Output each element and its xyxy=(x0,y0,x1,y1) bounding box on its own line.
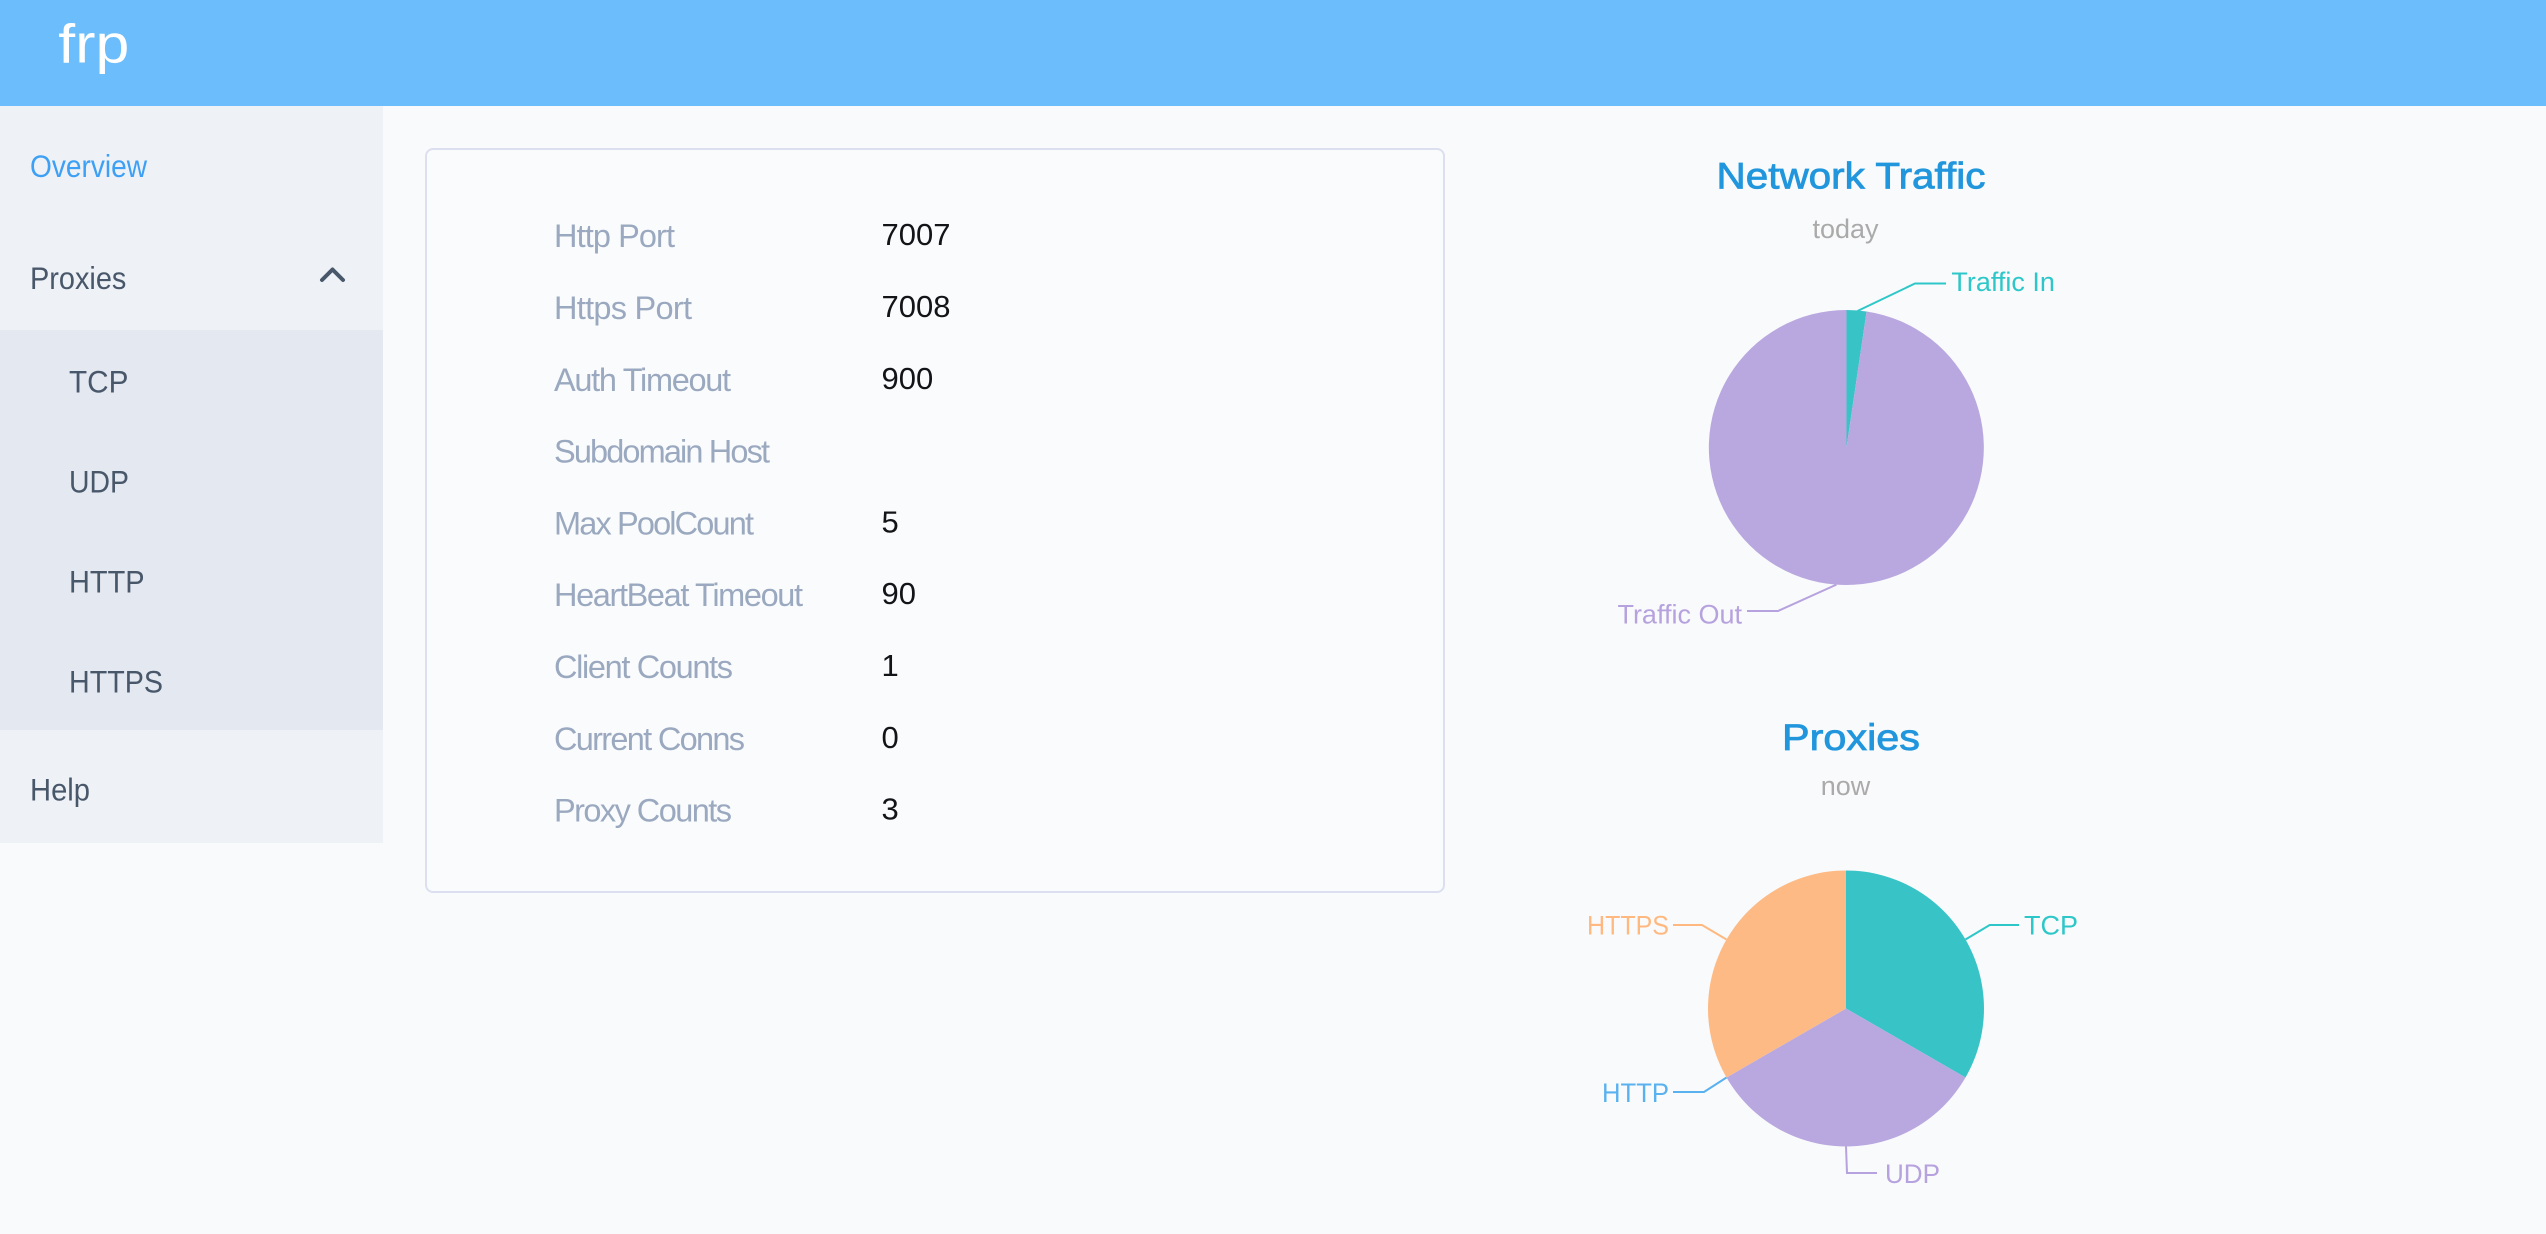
svg-text:TCP: TCP xyxy=(2024,911,2078,941)
svg-text:today: today xyxy=(1812,214,1879,244)
svg-text:Proxies: Proxies xyxy=(1782,716,1920,758)
svg-text:7008: 7008 xyxy=(882,289,951,324)
svg-text:Current Conns: Current Conns xyxy=(554,721,745,757)
svg-text:Subdomain Host: Subdomain Host xyxy=(554,434,770,470)
svg-text:Max PoolCount: Max PoolCount xyxy=(554,505,754,541)
svg-text:3: 3 xyxy=(882,792,899,827)
svg-text:UDP: UDP xyxy=(69,463,129,499)
svg-text:1: 1 xyxy=(882,648,899,683)
svg-text:7007: 7007 xyxy=(882,217,951,252)
svg-text:Proxy Counts: Proxy Counts xyxy=(554,793,732,829)
svg-text:now: now xyxy=(1821,771,1871,801)
svg-text:Help: Help xyxy=(30,771,90,807)
svg-text:Traffic Out: Traffic Out xyxy=(1617,600,1742,630)
svg-text:HTTPS: HTTPS xyxy=(69,663,163,699)
svg-text:frp: frp xyxy=(58,13,129,75)
svg-text:900: 900 xyxy=(882,361,934,396)
svg-text:Auth Timeout: Auth Timeout xyxy=(554,362,731,398)
svg-text:Overview: Overview xyxy=(30,148,147,184)
svg-text:HTTP: HTTP xyxy=(1602,1078,1669,1108)
svg-text:HTTP: HTTP xyxy=(69,563,145,599)
svg-text:Https Port: Https Port xyxy=(554,290,692,326)
svg-text:Network Traffic: Network Traffic xyxy=(1717,155,1986,197)
svg-text:Proxies: Proxies xyxy=(30,260,126,296)
svg-text:90: 90 xyxy=(882,576,916,611)
svg-text:UDP: UDP xyxy=(1885,1159,1940,1189)
svg-text:TCP: TCP xyxy=(69,363,128,399)
svg-text:HTTPS: HTTPS xyxy=(1587,911,1669,941)
svg-text:5: 5 xyxy=(882,504,899,539)
svg-text:Http Port: Http Port xyxy=(554,218,675,254)
svg-text:0: 0 xyxy=(882,720,899,755)
svg-text:HeartBeat Timeout: HeartBeat Timeout xyxy=(554,577,803,613)
svg-text:Client Counts: Client Counts xyxy=(554,649,733,685)
svg-text:Traffic In: Traffic In xyxy=(1951,267,2055,297)
